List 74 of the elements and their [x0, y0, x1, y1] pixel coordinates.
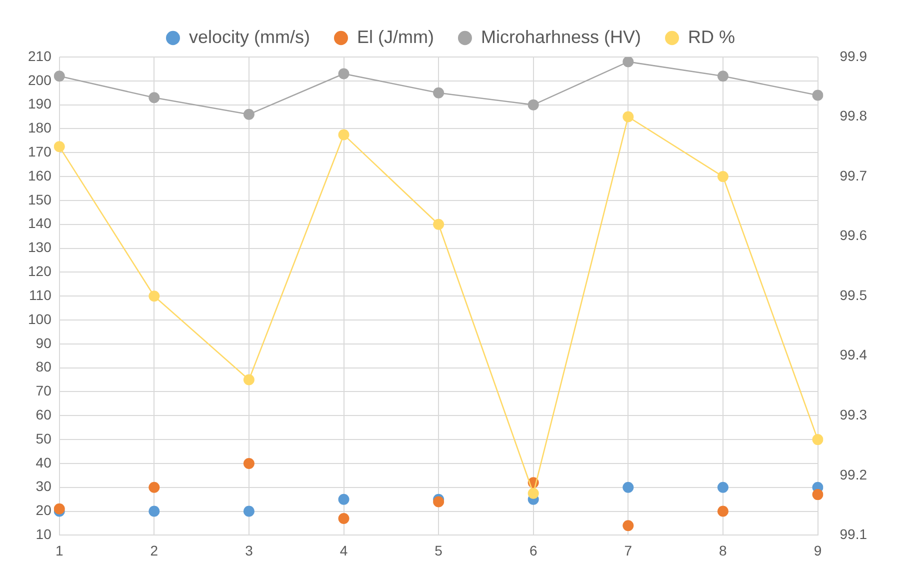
- point: [54, 141, 65, 152]
- legend-label: velocity (mm/s): [188, 26, 310, 47]
- point: [148, 92, 160, 104]
- y-tick-label: 120: [28, 263, 52, 280]
- y-tick-label: 80: [36, 358, 52, 375]
- y-tick-label: 60: [36, 406, 52, 423]
- x-tick-label: 4: [340, 542, 348, 558]
- point: [622, 111, 634, 122]
- y-tick-label: 30: [36, 478, 52, 494]
- y2-tick-label: 99.7: [840, 167, 868, 184]
- point: [812, 434, 824, 446]
- x-tick-label: 7: [624, 542, 632, 558]
- y-tick-label: 170: [28, 144, 52, 160]
- x-tick-label: 2: [150, 542, 158, 558]
- y-tick-label: 160: [28, 167, 52, 184]
- point: [243, 506, 254, 517]
- legend-label: RD %: [688, 26, 736, 47]
- point: [717, 171, 728, 182]
- point: [622, 57, 634, 68]
- point: [338, 129, 350, 140]
- y2-tick-label: 99.8: [840, 108, 868, 124]
- legend-label: Microharhness (HV): [480, 26, 642, 47]
- point: [528, 99, 539, 110]
- x-tick-label: 6: [529, 542, 538, 558]
- y-tick-label: 20: [36, 502, 52, 518]
- point: [717, 482, 728, 493]
- legend-label: El (J/mm): [356, 26, 434, 47]
- point: [148, 482, 160, 493]
- point: [622, 520, 634, 532]
- point: [812, 90, 824, 101]
- point: [622, 482, 634, 493]
- x-tick-label: 3: [245, 542, 254, 558]
- y-tick-label: 210: [28, 48, 52, 64]
- x-tick-label: 1: [55, 542, 64, 558]
- y-tick-label: 70: [36, 382, 52, 399]
- y-tick-label: 10: [36, 526, 52, 542]
- point: [243, 374, 254, 386]
- y-tick-label: 200: [28, 72, 52, 88]
- y-tick-label: 130: [28, 239, 52, 256]
- y-tick-label: 150: [28, 191, 52, 208]
- point: [812, 489, 824, 500]
- y2-tick-label: 99.6: [840, 227, 868, 244]
- y2-tick-label: 99.9: [840, 48, 868, 64]
- point: [528, 488, 539, 499]
- point: [433, 496, 444, 508]
- y-tick-label: 110: [29, 286, 52, 303]
- y-tick-label: 90: [36, 334, 52, 351]
- point: [148, 506, 160, 517]
- point: [433, 87, 444, 98]
- point: [717, 70, 728, 82]
- y2-tick-label: 99.1: [840, 526, 868, 542]
- point: [338, 512, 350, 524]
- point: [243, 108, 254, 120]
- x-tick-label: 8: [719, 542, 728, 558]
- y-tick-label: 50: [36, 430, 52, 446]
- y-tick-label: 190: [28, 96, 52, 112]
- y2-tick-label: 99.5: [840, 286, 868, 303]
- y-tick-label: 100: [28, 310, 52, 327]
- y-tick-label: 40: [36, 454, 52, 470]
- y2-tick-label: 99.4: [840, 346, 868, 363]
- point: [243, 458, 254, 469]
- point: [338, 68, 350, 80]
- point: [54, 503, 65, 514]
- point: [148, 290, 160, 302]
- point: [338, 494, 350, 505]
- y-tick-label: 140: [28, 215, 52, 232]
- point: [433, 218, 444, 230]
- y-tick-label: 180: [28, 120, 52, 136]
- x-tick-label: 5: [434, 542, 443, 558]
- y2-tick-label: 99.2: [840, 466, 868, 482]
- y2-tick-label: 99.3: [840, 406, 868, 423]
- point: [717, 506, 728, 517]
- x-tick-label: 9: [814, 542, 822, 558]
- point: [54, 70, 65, 82]
